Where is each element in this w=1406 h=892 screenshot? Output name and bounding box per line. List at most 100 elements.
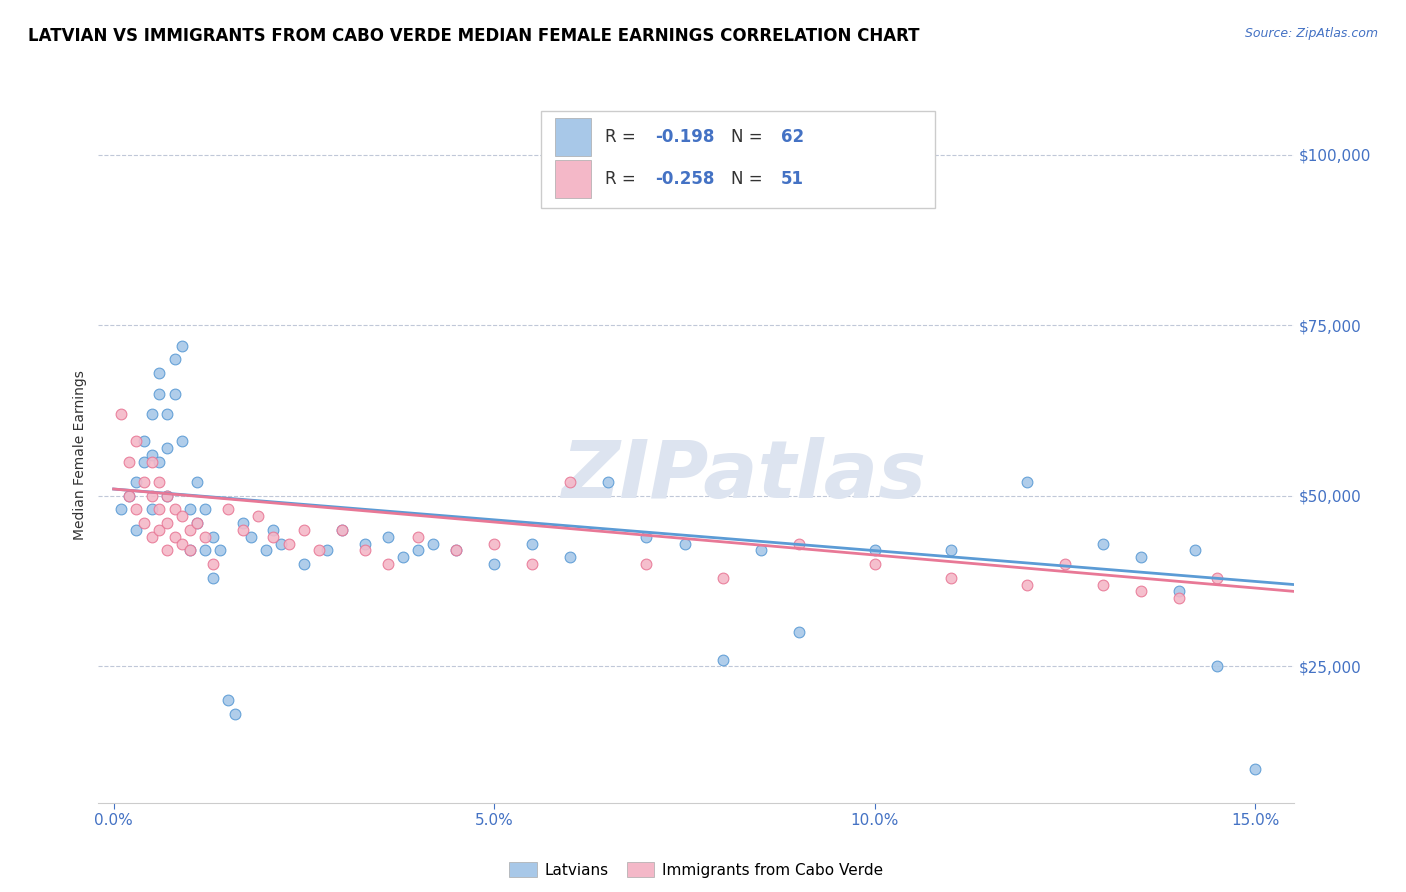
Text: LATVIAN VS IMMIGRANTS FROM CABO VERDE MEDIAN FEMALE EARNINGS CORRELATION CHART: LATVIAN VS IMMIGRANTS FROM CABO VERDE ME… [28,27,920,45]
Point [444,543,467,558]
Point [141,455,163,469]
Point [110,407,132,421]
Point [939,543,962,558]
Point [1092,577,1115,591]
FancyBboxPatch shape [540,111,935,208]
FancyBboxPatch shape [555,160,591,198]
Point [141,530,163,544]
Point [118,489,141,503]
Point [377,530,399,544]
Point [484,536,506,550]
Text: R =: R = [605,128,641,146]
Point [673,536,696,550]
Point [132,434,155,449]
Point [636,557,658,571]
Point [787,625,810,640]
Point [163,352,186,367]
Point [141,407,163,421]
Point [201,530,224,544]
Point [156,441,179,455]
Point [330,523,353,537]
Point [172,509,194,524]
Point [125,502,148,516]
Point [270,536,292,550]
Point [1206,571,1229,585]
Point [141,448,163,462]
Point [148,386,170,401]
Point [254,543,277,558]
Point [148,523,170,537]
Point [444,543,467,558]
Point [194,530,217,544]
Text: N =: N = [731,169,768,187]
Text: ZIPatlas: ZIPatlas [561,437,927,515]
Point [186,475,208,490]
Point [232,523,254,537]
Text: 62: 62 [780,128,804,146]
Point [172,339,194,353]
Point [1244,762,1267,776]
Point [194,543,217,558]
Point [263,523,285,537]
Point [186,516,208,530]
Point [163,386,186,401]
Point [209,543,232,558]
FancyBboxPatch shape [555,118,591,156]
Point [560,550,582,565]
Point [1168,591,1191,606]
Point [247,509,270,524]
Point [353,536,375,550]
Point [1130,550,1153,565]
Point [125,434,148,449]
Point [148,455,170,469]
Point [1092,536,1115,550]
Point [201,557,224,571]
Point [598,475,620,490]
Point [156,489,179,503]
Point [110,502,132,516]
Point [201,571,224,585]
Point [156,516,179,530]
Text: N =: N = [731,128,768,146]
Point [522,536,544,550]
Point [179,543,201,558]
Point [377,557,399,571]
Point [224,707,246,722]
Text: -0.198: -0.198 [655,128,714,146]
Point [163,530,186,544]
Point [141,502,163,516]
Point [118,489,141,503]
Point [787,536,810,550]
Point [522,557,544,571]
Point [163,502,186,516]
Point [132,475,155,490]
Y-axis label: Median Female Earnings: Median Female Earnings [73,370,87,540]
Point [406,530,429,544]
Point [1017,475,1039,490]
Point [1206,659,1229,673]
Legend: Latvians, Immigrants from Cabo Verde: Latvians, Immigrants from Cabo Verde [503,855,889,884]
Point [406,543,429,558]
Point [179,543,201,558]
Point [148,475,170,490]
Point [749,543,772,558]
Point [560,475,582,490]
Text: Source: ZipAtlas.com: Source: ZipAtlas.com [1244,27,1378,40]
Point [308,543,330,558]
Point [330,523,353,537]
Point [1017,577,1039,591]
Point [863,557,886,571]
Point [194,502,217,516]
Point [636,530,658,544]
Point [939,571,962,585]
Point [1130,584,1153,599]
Point [353,543,375,558]
Point [125,523,148,537]
Point [217,693,239,707]
Point [1168,584,1191,599]
Point [1184,543,1206,558]
Point [277,536,299,550]
Point [217,502,239,516]
Point [172,434,194,449]
Text: R =: R = [605,169,641,187]
